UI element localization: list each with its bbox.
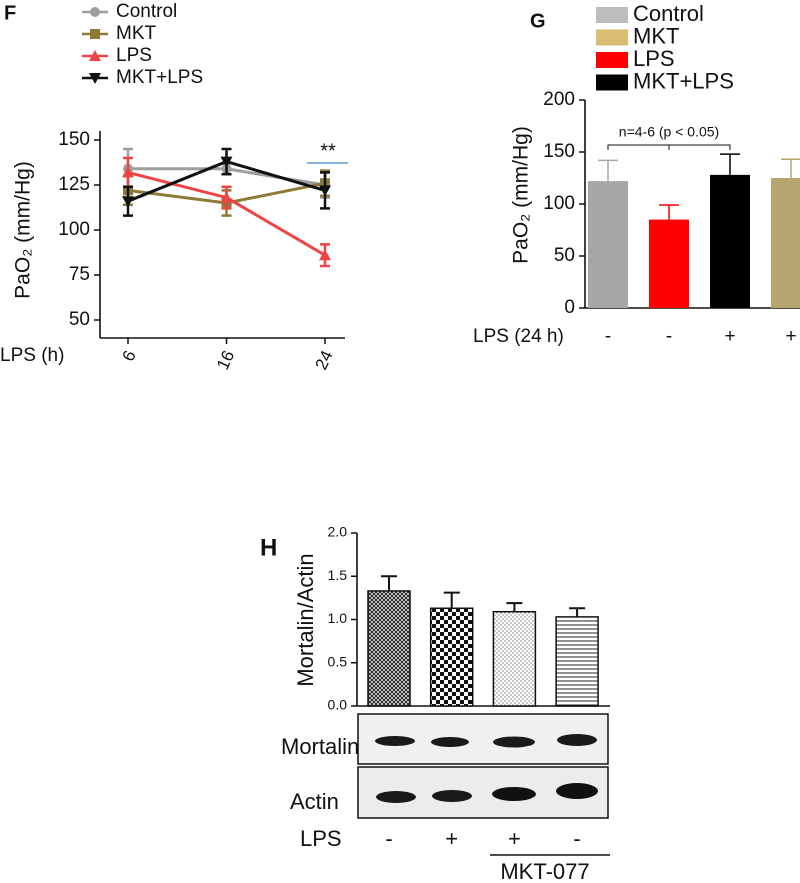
panel-label: F <box>4 2 16 24</box>
blot-label: Mortalin <box>281 734 359 759</box>
y-tick-label: 200 <box>543 89 575 110</box>
x-tick-label: - <box>573 826 580 851</box>
legend-swatch <box>596 74 628 91</box>
y-tick-label: 0 <box>564 297 575 318</box>
y-axis-label: PaO₂ (mm/Hg) <box>510 126 533 264</box>
marker <box>220 191 233 203</box>
bar <box>492 610 537 707</box>
bar <box>710 174 750 308</box>
y-axis-label: Mortalin/Actin <box>293 553 318 686</box>
x-tick-label: 24 <box>311 348 336 373</box>
y-tick-label: 50 <box>554 245 575 266</box>
legend-label: LPS <box>633 46 675 71</box>
legend-label: LPS <box>116 45 152 66</box>
legend-label: MKT <box>116 23 157 44</box>
x-axis-label: LPS (h) <box>0 345 64 366</box>
bar <box>771 178 800 308</box>
marker <box>122 196 134 208</box>
panel-label: H <box>260 534 277 561</box>
y-tick-label: 1.5 <box>328 567 348 583</box>
x-tick-label: - <box>605 326 611 347</box>
legend-label: MKT <box>633 23 679 48</box>
bar <box>429 607 474 707</box>
y-axis-label: PaO₂ (mm/Hg) <box>12 161 35 299</box>
legend-swatch <box>596 7 628 23</box>
blot-label: Actin <box>290 789 339 814</box>
y-tick-label: 150 <box>543 141 575 162</box>
y-tick-label: 100 <box>543 193 575 214</box>
y-tick-label: 1.0 <box>328 610 348 626</box>
panel-label: G <box>530 10 546 32</box>
marker <box>89 50 101 61</box>
legend-label: Control <box>116 1 177 22</box>
marker <box>220 156 233 168</box>
marker <box>122 166 134 178</box>
marker <box>89 73 101 84</box>
bracket <box>669 144 731 150</box>
x-tick-label: + <box>445 826 458 851</box>
y-tick-label: 100 <box>58 219 90 240</box>
x-axis-label: LPS (24 h) <box>473 326 564 347</box>
x-tick-label: - <box>666 326 672 347</box>
x-tick-label: + <box>785 326 796 347</box>
legend-swatch <box>596 29 628 46</box>
x-axis-label: LPS <box>300 826 342 851</box>
x-tick-label: + <box>508 826 521 851</box>
bar <box>649 219 689 308</box>
legend-label: Control <box>633 1 704 26</box>
bar <box>588 181 628 308</box>
y-tick-label: 150 <box>58 129 90 150</box>
bar <box>367 590 411 707</box>
y-tick-label: 0.5 <box>328 653 348 669</box>
marker <box>319 249 331 261</box>
legend-swatch <box>596 52 628 68</box>
marker <box>90 29 100 39</box>
x-tick-label: 16 <box>213 348 238 373</box>
y-tick-label: 2.0 <box>328 524 348 540</box>
legend-label: MKT+LPS <box>633 68 734 93</box>
y-tick-label: 125 <box>58 174 90 195</box>
bracket <box>607 144 670 150</box>
group-label: MKT-077 <box>500 859 589 883</box>
annotation: ** <box>320 140 336 162</box>
x-tick-label: + <box>724 326 735 347</box>
x-tick-label: 6 <box>118 348 139 365</box>
bar <box>555 616 599 707</box>
y-tick-label: 0.0 <box>328 697 348 713</box>
x-tick-label: - <box>385 826 392 851</box>
annotation: n=4-6 (p < 0.05) <box>619 124 719 140</box>
legend-label: MKT+LPS <box>116 67 203 88</box>
y-tick-label: 50 <box>69 309 90 330</box>
y-tick-label: 75 <box>69 264 90 285</box>
marker <box>319 185 331 197</box>
marker <box>90 7 100 17</box>
blot <box>357 713 609 819</box>
